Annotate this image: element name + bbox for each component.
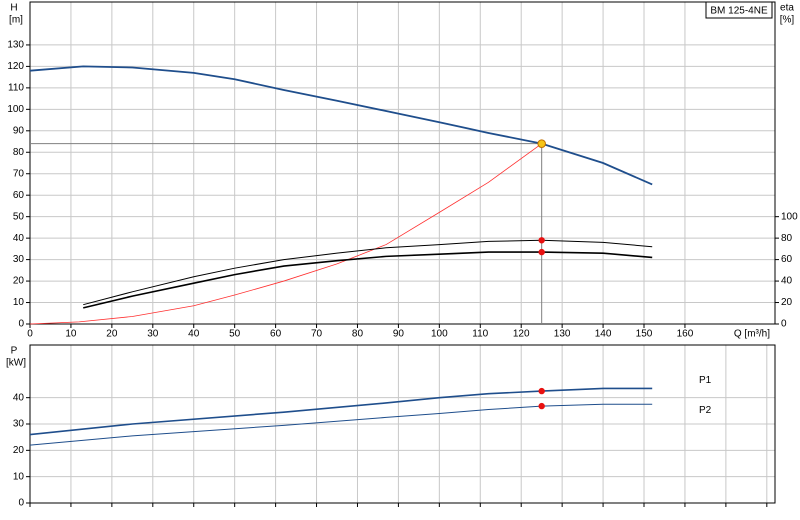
- x-tick-label: 10: [65, 329, 77, 340]
- y-tick-label: 0: [18, 319, 24, 330]
- y-tick-label: 100: [7, 104, 24, 115]
- y-tick-label: 20: [13, 445, 25, 456]
- chart-title: BM 125-4NE: [710, 6, 768, 17]
- y-tick-label: 0: [18, 498, 24, 509]
- x-tick-label: 130: [554, 329, 571, 340]
- y-axis-unit: [m]: [9, 15, 23, 26]
- x-tick-label: 160: [677, 329, 694, 340]
- x-tick-label: 0: [27, 329, 33, 340]
- x-tick-label: 110: [472, 329, 488, 340]
- series-line: [29, 403, 653, 446]
- operating-point: [537, 139, 546, 148]
- y-tick-label: 120: [7, 61, 24, 72]
- x-tick-label: 30: [147, 329, 159, 340]
- y-tick-label: 30: [13, 419, 25, 430]
- x-axis-label: Q [m³/h]: [734, 329, 770, 340]
- operating-marker: [538, 387, 545, 395]
- y2-axis-label: eta: [780, 3, 794, 14]
- series-line: [83, 239, 653, 306]
- y2-tick-label: 20: [781, 297, 793, 308]
- y-tick-label: 60: [13, 190, 25, 201]
- x-tick-label: 80: [352, 329, 364, 340]
- y-tick-label: 110: [8, 83, 24, 94]
- y-tick-label: 40: [13, 233, 25, 244]
- legend-label: P2: [699, 405, 712, 416]
- y-tick-label: 90: [13, 125, 25, 136]
- y2-tick-label: 80: [781, 233, 793, 244]
- y-tick-label: 30: [13, 254, 25, 265]
- operating-marker: [538, 402, 545, 410]
- y-tick-label: 70: [13, 168, 25, 179]
- x-tick-label: 60: [270, 329, 282, 340]
- y-axis-label: H: [10, 3, 17, 14]
- operating-marker: [538, 237, 545, 244]
- x-tick-label: 40: [188, 329, 200, 340]
- plot-frame: [29, 344, 776, 504]
- y2-tick-label: 100: [781, 211, 798, 222]
- series-line: [83, 251, 653, 309]
- y-tick-label: 10: [13, 471, 25, 482]
- x-tick-label: 140: [595, 329, 612, 340]
- x-tick-label: 100: [431, 329, 448, 340]
- y-axis-label: P: [11, 346, 18, 357]
- y-tick-label: 130: [7, 40, 24, 51]
- y2-tick-label: 40: [781, 276, 793, 287]
- x-tick-label: 150: [636, 329, 653, 340]
- title-box: [705, 1, 773, 19]
- y2-tick-label: 60: [781, 254, 793, 265]
- x-tick-label: 120: [513, 329, 530, 340]
- y2-tick-label: 0: [781, 319, 787, 330]
- y-tick-label: 40: [13, 392, 25, 403]
- y-tick-label: 10: [13, 297, 25, 308]
- x-tick-label: 50: [229, 329, 241, 340]
- y-tick-label: 50: [13, 211, 25, 222]
- plot-area: [30, 2, 775, 324]
- x-tick-label: 90: [393, 329, 405, 340]
- y-axis-unit: [kW]: [6, 358, 26, 369]
- legend-label: P1: [699, 375, 712, 386]
- y-tick-label: 80: [13, 147, 25, 158]
- x-tick-label: 20: [106, 329, 118, 340]
- y-tick-label: 20: [13, 276, 25, 287]
- series-line: [29, 143, 542, 325]
- y2-axis-unit: [%]: [780, 15, 795, 26]
- series-line: [29, 387, 653, 436]
- x-tick-label: 70: [311, 329, 323, 340]
- operating-marker: [538, 248, 545, 256]
- plot-frame: [29, 1, 776, 325]
